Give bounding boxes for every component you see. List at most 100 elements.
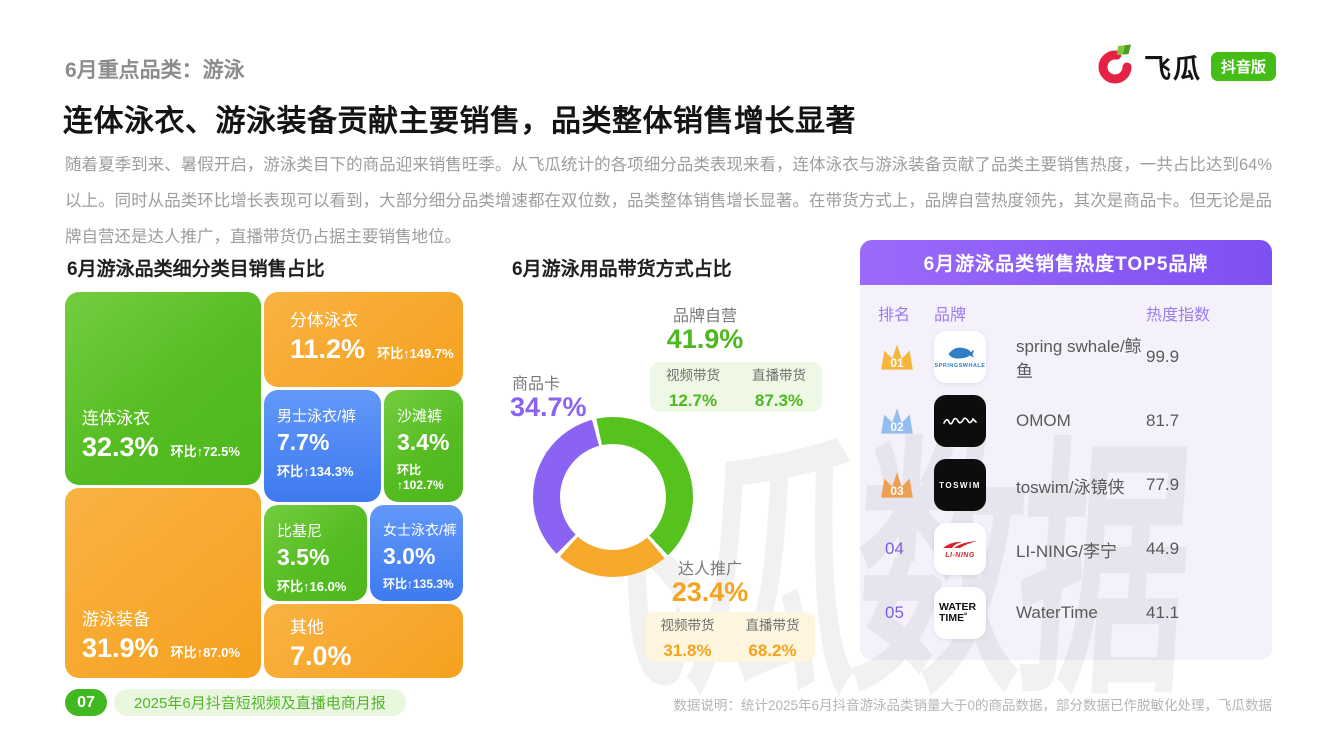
report-name-pill: 2025年6月抖音短视频及直播电商月报 — [114, 689, 406, 716]
page-number-badge: 07 — [65, 689, 107, 716]
heat-index-cell: 77.9 — [1146, 475, 1180, 494]
block-mom: 环比↑16.0% — [277, 579, 347, 594]
block-name: 分体泳衣 — [290, 311, 358, 330]
treemap-chart: 连体泳衣 32.3% 环比↑72.5% 游泳装备 31.9% 环比↑87.0% … — [65, 292, 463, 678]
logo-caption: SPRINGSWHALE — [934, 363, 986, 369]
crown-silver-icon: 02 — [878, 405, 916, 437]
page-title: 连体泳衣、游泳装备贡献主要销售，品类整体销售增长显著 — [63, 105, 856, 138]
rank-number: 01 — [890, 356, 904, 370]
live-sales-label: 直播带货 — [752, 367, 806, 383]
block-name: 其他 — [290, 618, 324, 637]
donut-section: 6月游泳用品带货方式占比 品牌自营 41.9% 视频带货 12.7% 直播带货 … — [505, 250, 845, 690]
crown-gold-icon: 01 — [878, 341, 916, 373]
treemap-block-lianti: 连体泳衣 32.3% 环比↑72.5% — [65, 292, 261, 485]
influencer-value: 23.4% — [671, 577, 749, 607]
live-sales-label: 直播带货 — [745, 617, 800, 633]
intro-paragraph: 随着夏季到来、暑假开启，游泳类目下的商品迎来销售旺季。从飞瓜统计的各项细分品类表… — [65, 156, 1272, 246]
douyin-version-badge: 抖音版 — [1210, 52, 1276, 81]
product-card-label: 商品卡 — [512, 376, 561, 393]
brand-name: 飞瓜 — [1143, 54, 1202, 84]
brand-logo-lining: LI-NING — [934, 523, 986, 575]
feigua-melon-icon — [1095, 44, 1135, 89]
table-row: 02 OMOM 81.7 — [860, 389, 1272, 453]
block-value: 31.9% — [82, 633, 159, 663]
brand-logo-toswim: TOSWIM — [934, 459, 986, 511]
block-mom: 环比↑87.0% — [170, 645, 240, 660]
block-value: 7.7% — [277, 429, 330, 455]
block-name: 沙滩裤 — [397, 408, 443, 425]
lining-swoosh-icon — [943, 540, 977, 548]
col-rank: 排名 — [878, 307, 911, 324]
whale-icon — [948, 347, 975, 359]
col-index: 热度指数 — [1146, 307, 1211, 324]
rank-number: 02 — [890, 420, 904, 434]
feigua-logo: 飞瓜 抖音版 — [1095, 44, 1276, 89]
brand-self-label: 品牌自营 — [672, 308, 737, 325]
top5-panel: 6月游泳品类销售热度TOP5品牌 排名 品牌 热度指数 01 SPRINGSWH… — [860, 240, 1272, 660]
top5-body: 排名 品牌 热度指数 01 SPRINGSWHALE spring swhale… — [860, 285, 1272, 660]
heat-index-cell: 44.9 — [1146, 539, 1180, 558]
rank-number: 05 — [885, 603, 904, 622]
treemap-block-qita: 其他 7.0% — [264, 604, 463, 678]
live-sales-value: 68.2% — [748, 640, 797, 660]
block-name: 游泳装备 — [82, 610, 150, 629]
table-row: 03 TOSWIM toswim/泳镜侠 77.9 — [860, 453, 1272, 517]
block-mom: 环比↑135.3% — [383, 577, 454, 591]
block-value: 7.0% — [290, 641, 352, 671]
page-kicker: 6月重点品类：游泳 — [65, 59, 245, 82]
table-row: 05 WATER TIME˚ WaterTime 41.1 — [860, 581, 1272, 645]
video-sales-label: 视频带货 — [660, 617, 715, 633]
heat-index-cell: 99.9 — [1146, 347, 1180, 366]
video-sales-value: 12.7% — [668, 390, 718, 410]
block-value: 3.5% — [277, 544, 330, 570]
donut-title: 6月游泳用品带货方式占比 — [512, 259, 732, 280]
logo-caption: TOSWIM — [939, 480, 981, 490]
block-mom: 环比↑102.7% — [397, 463, 444, 492]
treemap-title: 6月游泳品类细分类目销售占比 — [67, 259, 325, 280]
video-sales-value: 31.8% — [663, 640, 712, 660]
top5-header: 6月游泳品类销售热度TOP5品牌 — [860, 240, 1272, 285]
influencer-label: 达人推广 — [677, 561, 742, 578]
rank-number: 04 — [885, 539, 904, 558]
product-card-value: 34.7% — [510, 392, 587, 422]
block-mom: 环比↑134.3% — [277, 464, 354, 479]
script-signature-icon — [943, 417, 977, 425]
block-value: 32.3% — [82, 432, 159, 462]
block-value: 3.4% — [397, 429, 450, 455]
live-sales-value: 87.3% — [754, 390, 804, 410]
block-name: 女士泳衣/裤 — [383, 522, 457, 538]
block-name: 连体泳衣 — [82, 409, 150, 428]
block-name: 比基尼 — [277, 523, 323, 540]
donut-ring — [533, 417, 693, 577]
heat-index-cell: 81.7 — [1146, 411, 1180, 430]
heat-index-cell: 41.1 — [1146, 603, 1180, 622]
brand-logo-watertime: WATER TIME˚ — [934, 587, 986, 639]
brand-logo-springswhale: SPRINGSWHALE — [934, 331, 986, 383]
block-mom: 环比↑149.7% — [377, 346, 454, 361]
brand-self-breakdown-box: 视频带货 12.7% 直播带货 87.3% — [650, 362, 822, 412]
influencer-breakdown-box: 视频带货 31.8% 直播带货 68.2% — [645, 612, 815, 662]
treemap-block-shatanku: 沙滩裤 3.4% 环比↑102.7% — [384, 390, 463, 502]
table-row: 01 SPRINGSWHALE spring swhale/鲸鱼 99.9 — [860, 325, 1272, 389]
block-mom: 环比↑72.5% — [170, 444, 240, 459]
block-name: 男士泳衣/裤 — [277, 408, 357, 425]
logo-caption: WATER TIME˚ — [939, 600, 977, 624]
brand-name-cell: spring swhale/鲸鱼 — [1016, 337, 1142, 381]
block-value: 3.0% — [383, 543, 436, 569]
brand-name-cell: toswim/泳镜侠 — [1016, 477, 1125, 497]
logo-caption: LI-NING — [945, 551, 975, 559]
crown-bronze-icon: 03 — [878, 469, 916, 501]
treemap-block-fenti: 分体泳衣 11.2% 环比↑149.7% — [264, 292, 463, 387]
brand-name-cell: LI-NING/李宁 — [1016, 541, 1118, 561]
brand-self-value: 41.9% — [666, 324, 744, 354]
block-value: 11.2% — [290, 334, 366, 364]
brand-name-cell: OMOM — [1016, 411, 1071, 430]
treemap-block-bijini: 比基尼 3.5% 环比↑16.0% — [264, 505, 367, 601]
video-sales-label: 视频带货 — [666, 367, 720, 383]
treemap-block-nvshi: 女士泳衣/裤 3.0% 环比↑135.3% — [370, 505, 463, 601]
treemap-block-zhuangbei: 游泳装备 31.9% 环比↑87.0% — [65, 488, 261, 678]
col-brand: 品牌 — [934, 307, 967, 324]
rank-number: 03 — [890, 484, 904, 498]
brand-logo-omom — [934, 395, 986, 447]
